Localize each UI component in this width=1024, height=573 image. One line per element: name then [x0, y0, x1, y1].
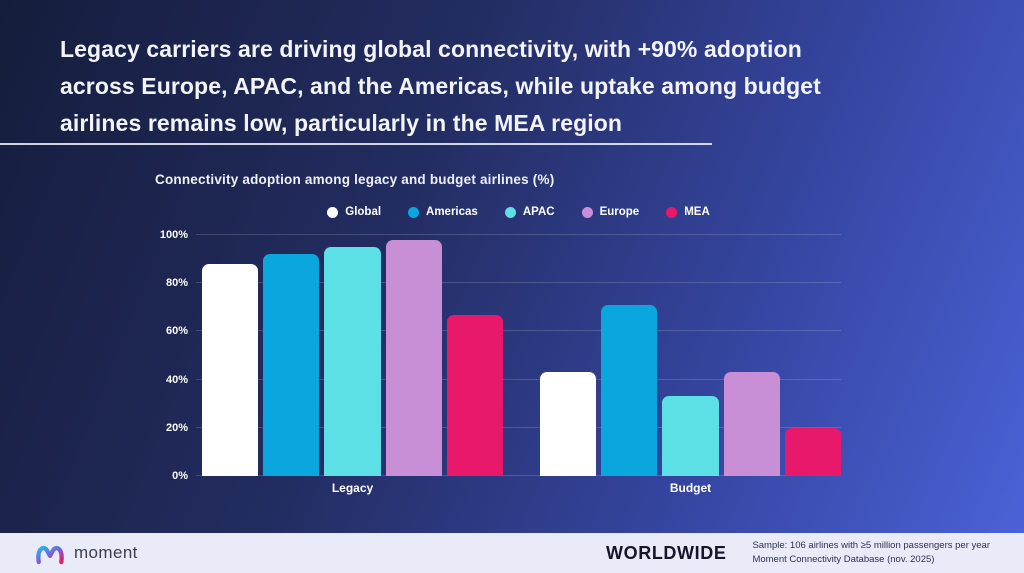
gridline: [196, 426, 841, 428]
legend-swatch-icon: [666, 206, 678, 218]
legend-swatch-icon: [581, 206, 593, 218]
bar-legacy-mea: [446, 314, 504, 476]
bars-legacy: [202, 235, 504, 476]
title-divider: [0, 143, 712, 145]
legend-item-mea: MEA: [666, 206, 710, 218]
page-title-line-2: across Europe, APAC, and the Americas, w…: [60, 73, 821, 99]
page-title: Legacy carriers are driving global conne…: [60, 31, 940, 142]
legend-label: Americas: [426, 206, 478, 218]
gridline: [196, 330, 841, 332]
x-axis-label: Budget: [669, 481, 712, 495]
bars-budget: [540, 235, 842, 476]
legend-swatch-icon: [408, 206, 420, 218]
legend-label: Europe: [599, 206, 640, 218]
gridline: [196, 282, 841, 284]
sample-note-line-2: Moment Connectivity Database (nov. 2025): [752, 554, 935, 565]
legend-label: Global: [345, 206, 382, 218]
page-title-line-1: Legacy carriers are driving global conne…: [60, 36, 802, 62]
bar-legacy-apac: [324, 247, 381, 476]
page-title-line-3: airlines remains low, particularly in th…: [60, 110, 623, 136]
region-label: WORLDWIDE: [606, 542, 727, 563]
gridline: [196, 234, 841, 235]
brand: moment: [34, 541, 138, 566]
y-tick-label: 20%: [165, 421, 188, 434]
legend-item-americas: Americas: [408, 206, 478, 218]
legend-label: MEA: [684, 206, 710, 218]
y-tick-label: 80%: [165, 277, 188, 290]
gridline: [196, 378, 841, 380]
legend-swatch-icon: [504, 206, 516, 218]
bar-legacy-global: [202, 263, 259, 476]
chart-title: Connectivity adoption among legacy and b…: [155, 172, 555, 187]
sample-note-line-1: Sample: 106 airlines with ≥5 million pas…: [752, 540, 990, 551]
footer: moment WORLDWIDE Sample: 106 airlines wi…: [0, 533, 1024, 573]
brand-name: moment: [74, 543, 138, 562]
bar-budget-global: [540, 372, 597, 476]
y-axis: 0% 20% 40% 60% 80% 100%: [138, 229, 188, 482]
footer-right: WORLDWIDE Sample: 106 airlines with ≥5 m…: [606, 539, 990, 567]
moment-logo-icon: [34, 541, 66, 566]
legend-swatch-icon: [327, 206, 339, 218]
legend-item-europe: Europe: [581, 206, 640, 218]
bar-budget-europe: [723, 372, 780, 476]
y-tick-label: 60%: [165, 325, 188, 338]
y-tick-label: 100%: [159, 229, 188, 241]
sample-note: Sample: 106 airlines with ≥5 million pas…: [752, 539, 990, 567]
bar-group-budget: Budget: [540, 235, 842, 495]
bar-legacy-americas: [263, 254, 320, 476]
y-tick-label: 40%: [165, 373, 188, 386]
bar-budget-apac: [662, 396, 719, 476]
bar-chart: Legacy Budget: [196, 234, 842, 495]
y-tick-label: 0%: [172, 470, 188, 482]
legend-item-apac: APAC: [504, 206, 555, 218]
bar-budget-americas: [601, 304, 658, 476]
chart-legend: Global Americas APAC Europe MEA: [196, 206, 841, 218]
x-axis-label: Legacy: [331, 481, 374, 495]
legend-label: APAC: [522, 206, 555, 218]
legend-item-global: Global: [327, 206, 381, 218]
bar-budget-mea: [784, 427, 842, 476]
bar-groups: Legacy Budget: [202, 235, 842, 495]
bar-group-legacy: Legacy: [202, 235, 504, 495]
bar-legacy-europe: [385, 239, 442, 476]
gridline: [196, 475, 841, 476]
